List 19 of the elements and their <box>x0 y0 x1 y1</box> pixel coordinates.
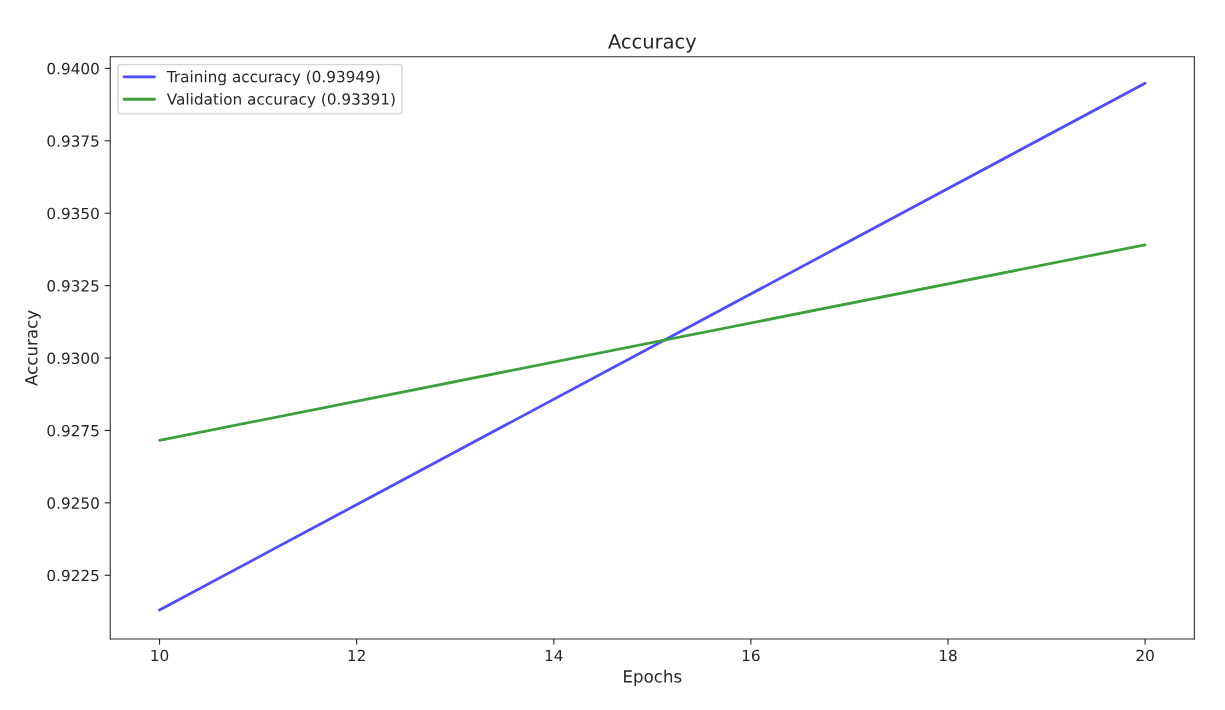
y-tick-label: 0.9350 <box>47 207 99 220</box>
x-tick-label: 12 <box>348 649 365 662</box>
x-tick-label: 10 <box>151 649 169 662</box>
y-tick-label: 0.9275 <box>47 424 99 437</box>
x-tick-label: 16 <box>742 649 760 662</box>
y-tick-label: 0.9325 <box>47 280 99 292</box>
y-tick-label: 0.9225 <box>47 569 99 582</box>
y-tick-label: 0.9250 <box>47 497 99 509</box>
y-tick-label: 0.9375 <box>47 135 99 147</box>
legend-label: Validation accuracy (0.93391) <box>166 92 395 108</box>
y-axis-title: Accuracy <box>25 310 41 386</box>
x-tick-label: 18 <box>939 649 957 662</box>
x-axis-title: Epochs <box>624 669 682 686</box>
y-tick-label: 0.9400 <box>47 62 99 75</box>
x-tick-label: 20 <box>1136 649 1154 662</box>
x-tick-label: 14 <box>545 649 563 662</box>
legend-label: Training accuracy (0.93949) <box>166 70 380 86</box>
y-tick-label: 0.9300 <box>47 352 99 365</box>
chart-title: Accuracy <box>608 34 697 53</box>
